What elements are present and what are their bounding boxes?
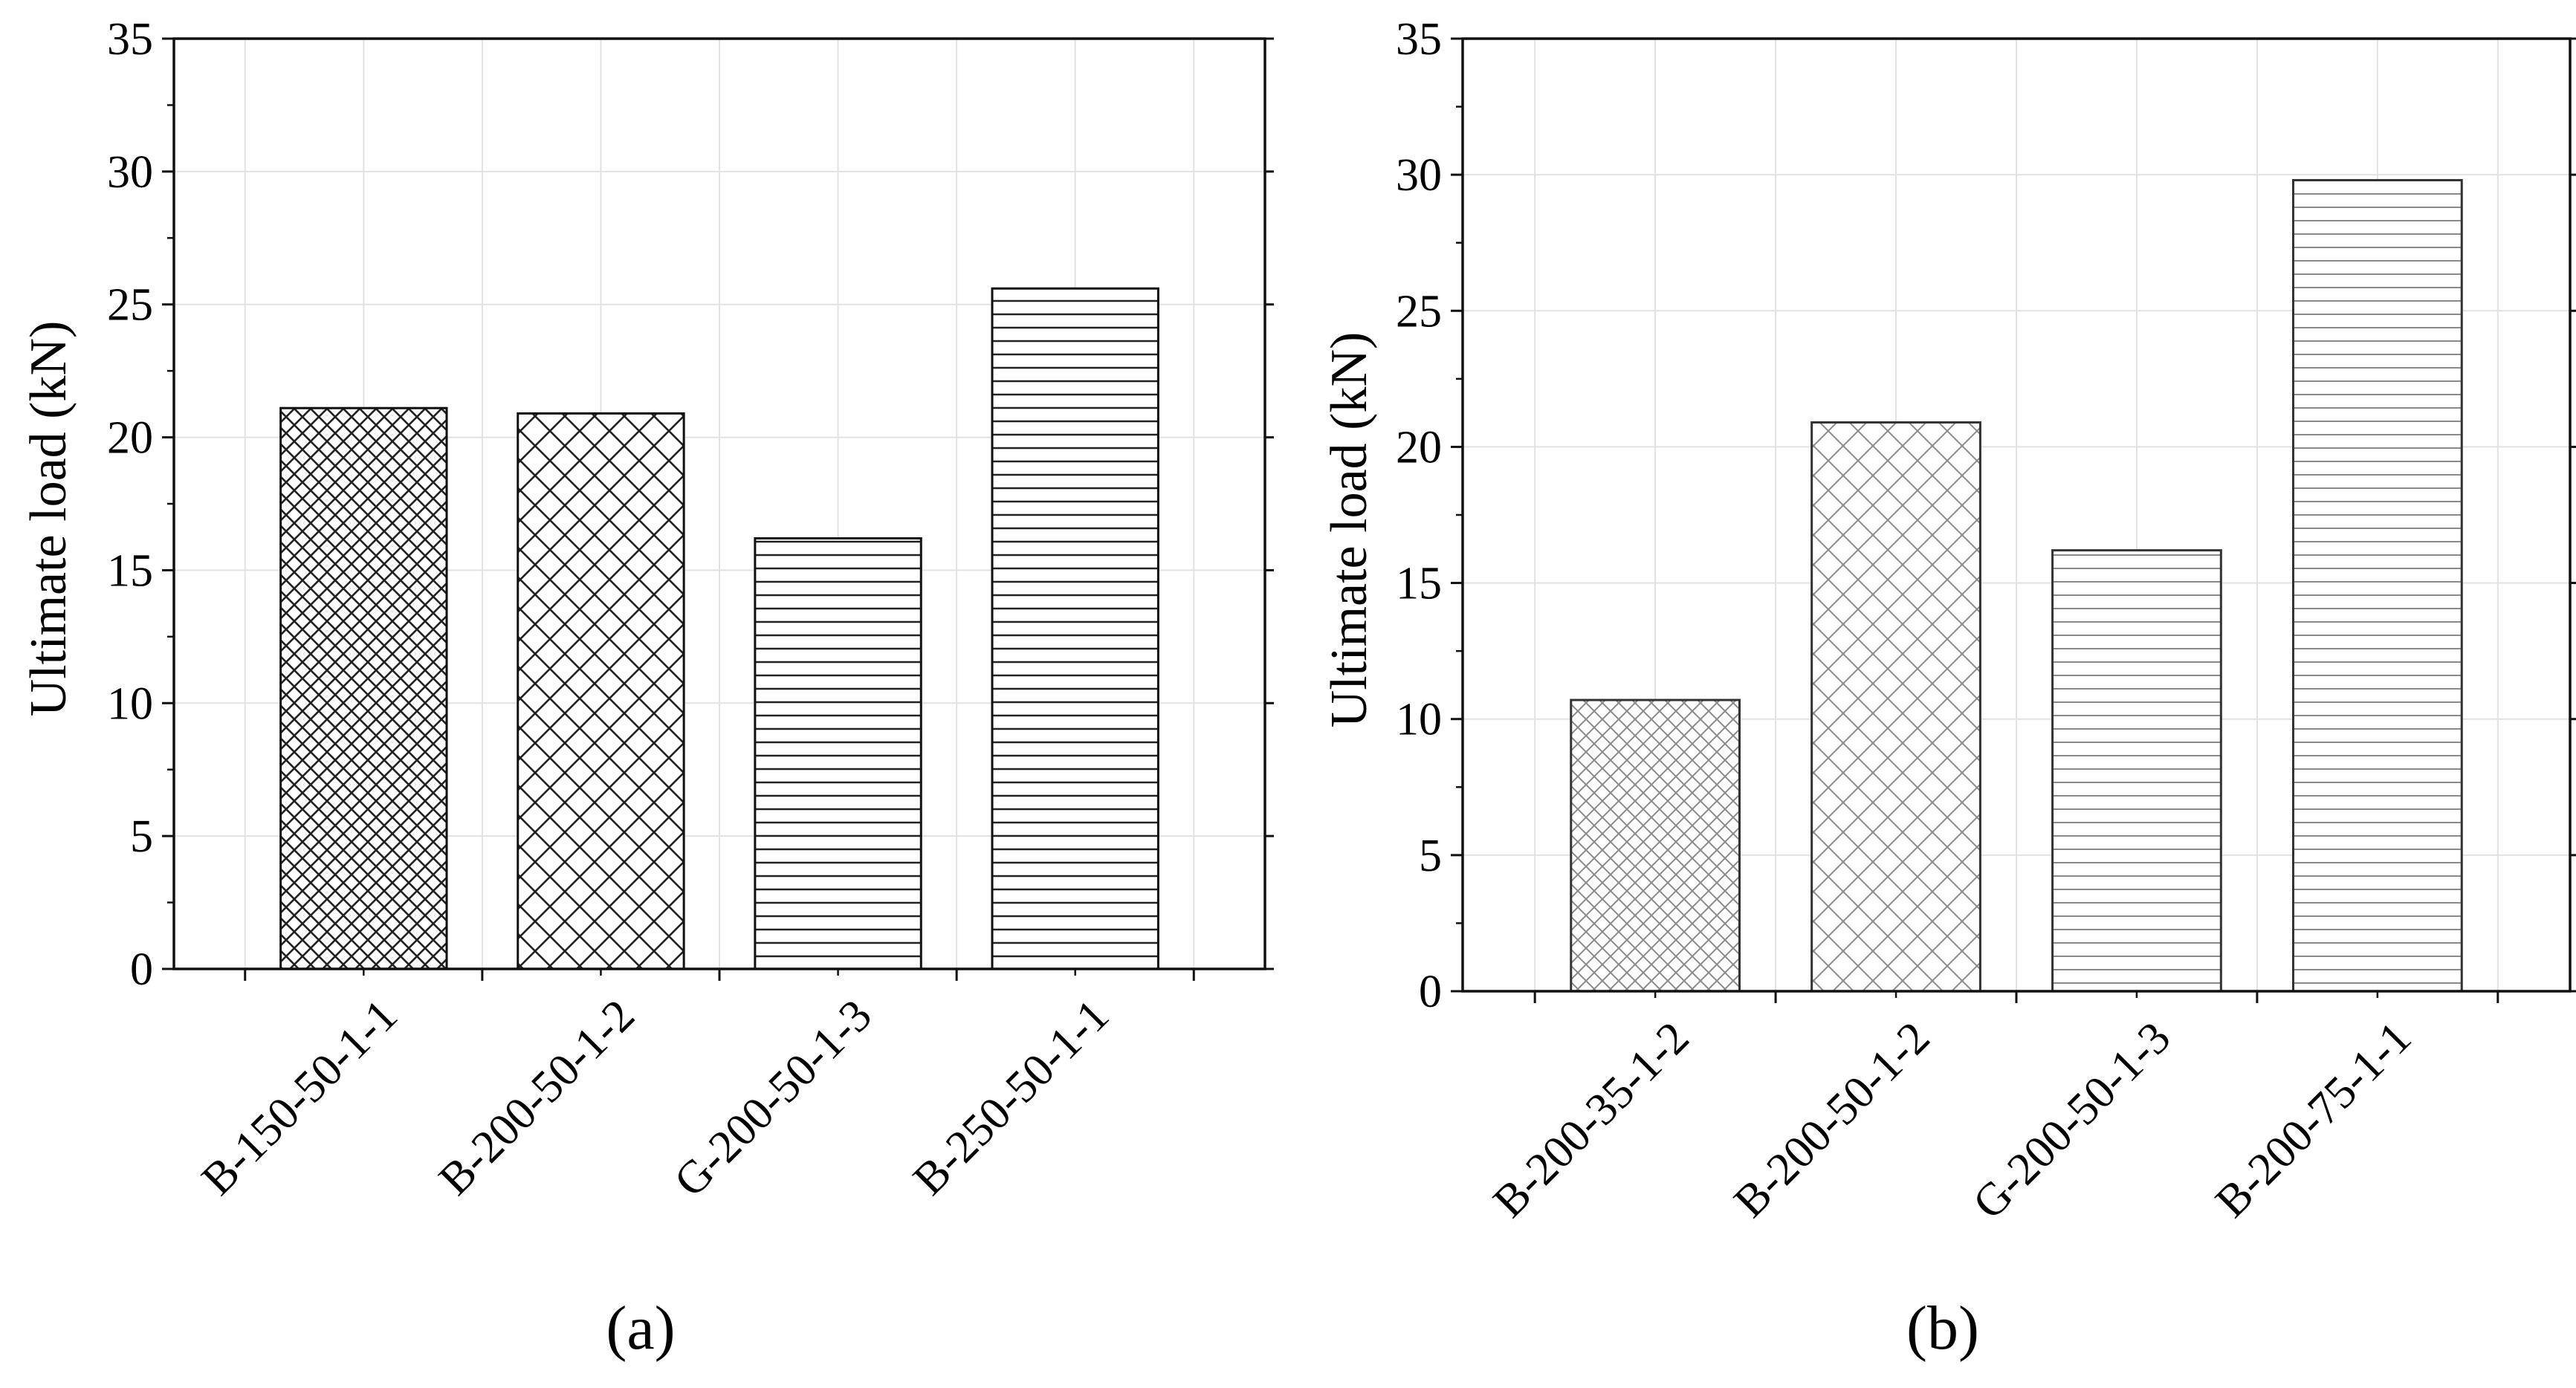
- x-tick-label: B-200-50-1-2: [430, 990, 644, 1204]
- y-tick-label: 35: [1396, 14, 1442, 65]
- y-tick-label: 10: [1396, 695, 1442, 745]
- panel-label: (a): [606, 1294, 675, 1363]
- y-tick-label: 25: [1396, 286, 1442, 337]
- y-tick-label: 25: [107, 280, 153, 331]
- x-tick-label: B-200-35-1-2: [1483, 1012, 1698, 1227]
- y-tick-label: 30: [1396, 150, 1442, 201]
- y-tick-label: 20: [1396, 422, 1442, 473]
- y-tick-label: 35: [107, 14, 153, 65]
- y-tick-label: 0: [130, 944, 153, 995]
- bar-B-200-75-1-1: [2292, 178, 2463, 993]
- y-tick-label: 15: [1396, 559, 1442, 609]
- chart-a: 0 5 10 15 20 25 30 35 B-150-50-1-1 B-200-50-1-2 G-…: [20, 14, 1274, 1363]
- y-tick-label: 30: [107, 147, 153, 198]
- y-axis-title: Ultimate load (kN): [1321, 332, 1378, 728]
- x-tick-label: G-200-50-1-3: [1964, 1012, 2181, 1229]
- bar-B-200-50-1-2: [517, 412, 685, 970]
- y-tick-label: 5: [1419, 831, 1442, 881]
- bar-B-150-50-1-1: [279, 406, 448, 970]
- x-tick-label: G-200-50-1-3: [664, 990, 881, 1207]
- y-tick-label: 5: [130, 811, 153, 862]
- y-tick-label: 10: [107, 678, 153, 729]
- x-tick-label: B-250-50-1-1: [904, 990, 1119, 1204]
- bar-G-200-50-1-3: [2051, 549, 2222, 993]
- x-tick-label: B-200-75-1-1: [2206, 1012, 2421, 1227]
- bar-G-200-50-1-3: [754, 537, 922, 970]
- x-tick-label: B-150-50-1-1: [192, 990, 407, 1204]
- x-tick-label: B-200-50-1-2: [1724, 1012, 1939, 1227]
- y-axis-title: Ultimate load (kN): [20, 321, 77, 717]
- panel-label: (b): [1906, 1294, 1979, 1363]
- chart-b: 0 5 10 15 20 25 30 35 B-200-35-1-2 B-200-50-1-2 G-…: [1321, 14, 2576, 1363]
- bar-B-200-35-1-2: [1570, 698, 1741, 993]
- bar-B-200-50-1-2: [1810, 421, 1981, 993]
- y-tick-label: 20: [107, 413, 153, 464]
- y-tick-label: 15: [107, 545, 153, 596]
- bar-B-250-50-1-1: [991, 287, 1159, 970]
- y-tick-label: 0: [1419, 967, 1442, 1017]
